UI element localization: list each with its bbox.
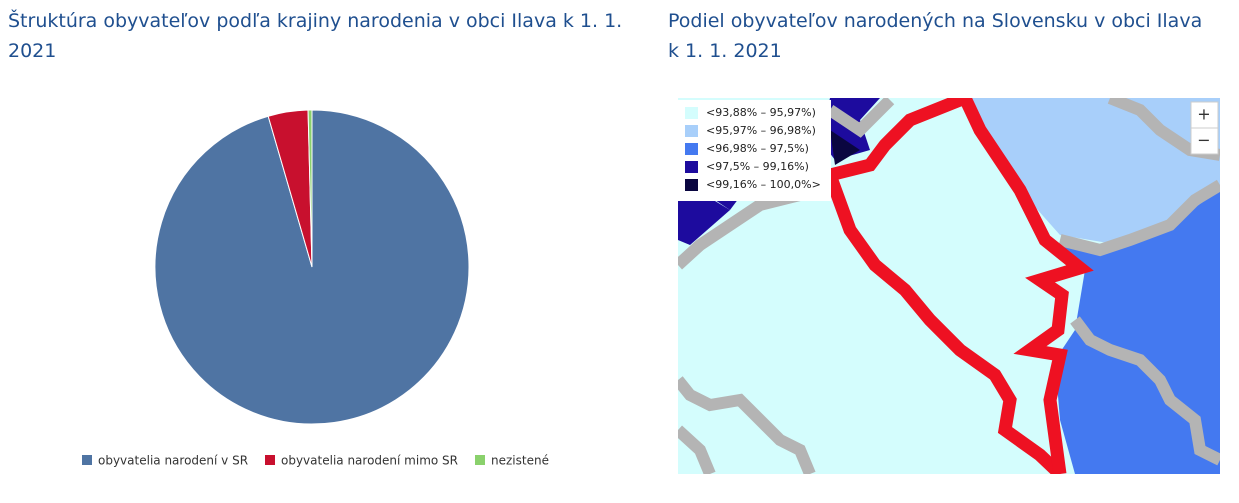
legend-swatch <box>685 179 698 191</box>
region <box>960 98 1220 245</box>
chart-title: Štruktúra obyvateľov podľa krajiny narod… <box>8 10 623 62</box>
zoom-in[interactable]: + <box>1197 105 1210 124</box>
legend-label[interactable]: nezistené <box>491 454 549 468</box>
legend-label: <93,88% – 95,97%) <box>706 106 816 119</box>
region <box>678 195 730 245</box>
zoom-out[interactable]: − <box>1197 131 1210 150</box>
legend-swatch <box>685 161 698 173</box>
region <box>820 98 880 160</box>
map-title: Podiel obyvateľov narodených na Slovensk… <box>668 10 1203 62</box>
legend-swatch <box>685 143 698 155</box>
region <box>830 130 860 165</box>
zoom-box <box>1190 101 1219 155</box>
chart: obyvatelia narodení v SR obyvatelia narod… <box>82 109 549 468</box>
boundary <box>823 98 1094 474</box>
legend-swatch <box>475 455 485 465</box>
map-area <box>678 98 1220 474</box>
legend-label[interactable]: obyvatelia narodení v SR <box>98 454 248 468</box>
region <box>678 98 1220 474</box>
zoom-control: + − <box>1190 101 1219 155</box>
map-legend <box>678 100 831 201</box>
borders <box>678 98 1220 474</box>
pie-slice <box>307 109 313 268</box>
legend-swatch <box>685 107 698 119</box>
legend-swatch <box>265 455 275 465</box>
region <box>1055 190 1220 474</box>
legend-label: <95,97% – 96,98%) <box>706 124 816 137</box>
legend-swatch <box>685 125 698 137</box>
legend-label: <96,98% – 97,5%) <box>706 142 809 155</box>
region <box>678 160 745 210</box>
legend-label[interactable]: obyvatelia narodení mimo SR <box>281 454 458 468</box>
legend-label: <99,16% – 100,0%> <box>706 178 821 191</box>
map-legend-items: <93,88% – 95,97%) <95,97% – 96,98%) <96,98… <box>685 106 821 191</box>
legend-swatch <box>82 455 92 465</box>
legend-label: <97,5% – 99,16%) <box>706 160 809 173</box>
